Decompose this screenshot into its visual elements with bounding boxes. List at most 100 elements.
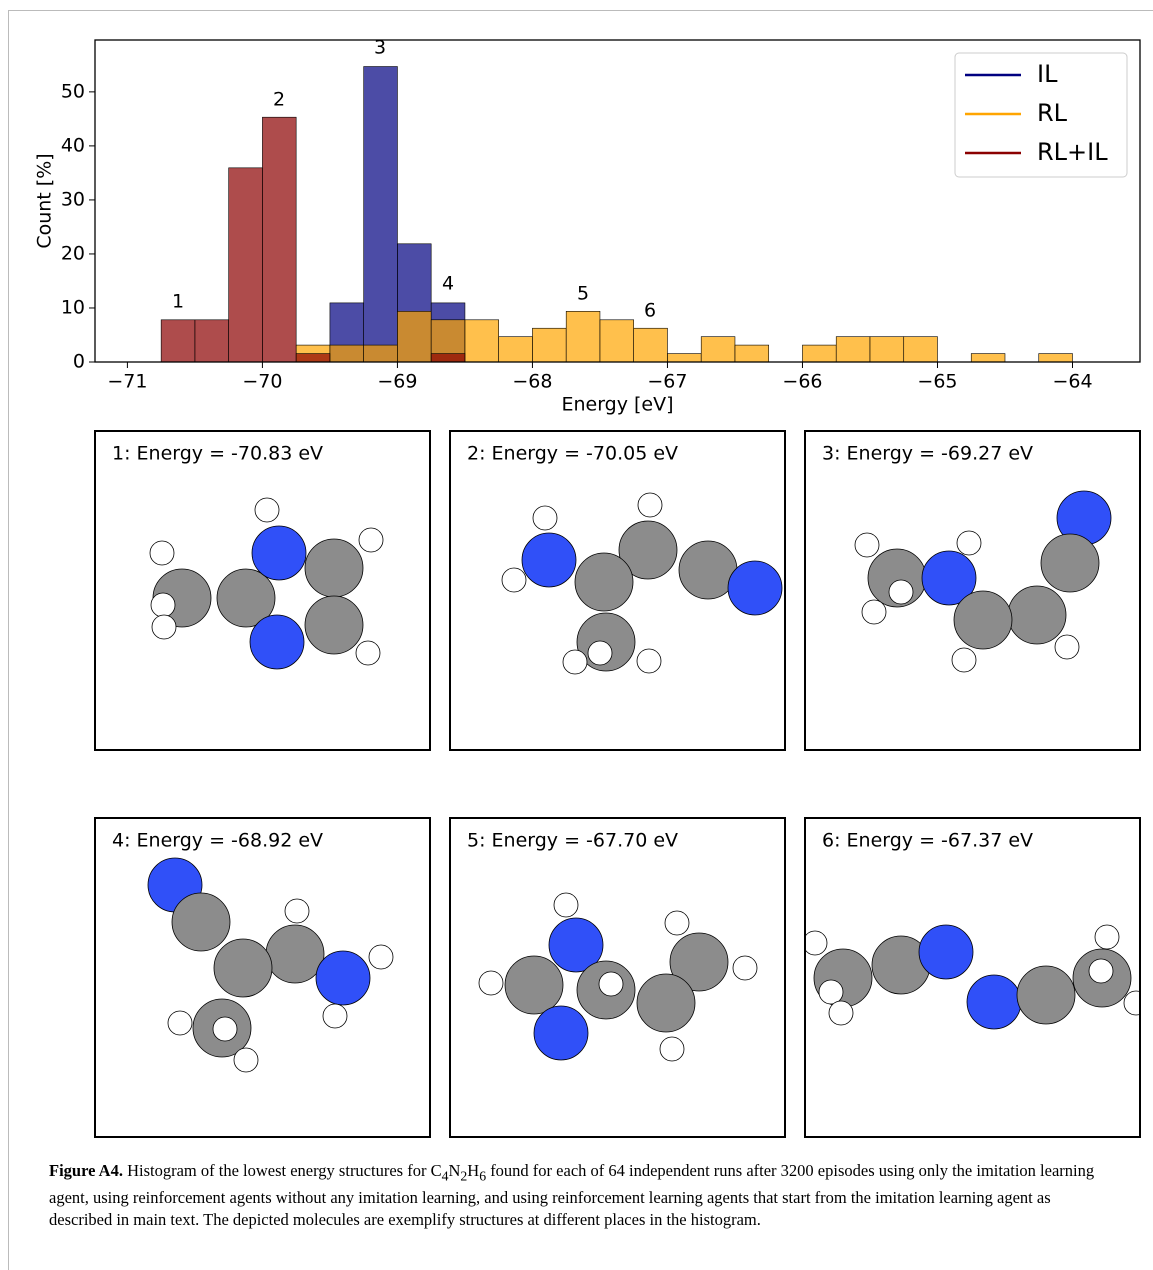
bar [262,116,297,363]
annotation: 3 [374,37,386,59]
panel-title: 3: Energy = -69.27 eV [822,443,1033,465]
x-tick-label: −64 [1052,371,1092,393]
molecule-panel: 5: Energy = -67.70 eV [449,817,786,1138]
bar [363,66,398,363]
atom [368,944,394,970]
panel-frame [449,430,786,751]
atom [171,892,231,952]
panel-title: 4: Energy = -68.92 eV [112,830,323,852]
frame [8,10,1153,1270]
atom [669,932,729,992]
atom [355,640,381,666]
atom [315,950,371,1006]
panel-frame [804,430,1141,751]
bar [295,353,331,363]
caption-label: Figure A4. [49,1161,123,1180]
molecule-panel: 1: Energy = -70.83 eV [94,430,431,751]
atom [151,614,177,640]
formula-part: H [467,1161,480,1180]
x-tick-label: −68 [512,371,552,393]
atom [854,532,880,558]
atom [804,930,828,956]
plot-frame [94,39,1141,363]
caption: Figure A4. Histogram of the lowest energ… [49,1160,1114,1231]
x-tick-label: −69 [377,371,417,393]
molecule-panel: 2: Energy = -70.05 eV [449,430,786,751]
atom [216,568,276,628]
atom [659,1036,685,1062]
bar [397,311,432,363]
atom [574,552,634,612]
atom [732,955,758,981]
annotation: 1 [172,291,184,313]
x-axis-label: Energy [eV] [561,394,673,416]
annotation: 2 [273,89,285,111]
bar [599,319,635,363]
legend-label: IL [1037,60,1058,88]
atom [956,530,982,556]
atom [358,527,384,553]
panel-frame [449,817,786,1138]
bar [329,344,364,363]
atom [478,970,504,996]
atom [664,910,690,936]
atom [953,590,1013,650]
atom [149,540,175,566]
x-tick-label: −66 [782,371,822,393]
bar [869,336,905,363]
atom [304,538,364,598]
x-tick-label: −71 [107,371,147,393]
atom [861,599,887,625]
y-tick-label: 50 [61,80,85,102]
bar [970,353,1006,363]
bar [835,336,871,363]
formula-part: N [448,1161,461,1180]
atom [1016,965,1076,1025]
atom [304,595,364,655]
bar [498,336,533,363]
atom [637,492,663,518]
formula-part: C [430,1161,442,1180]
bar [903,336,938,363]
atom [553,892,579,918]
atom [212,1016,238,1042]
atom [918,924,974,980]
formula-part: 4 [441,1168,449,1184]
panel-title: 2: Energy = -70.05 eV [467,443,678,465]
annotation: 4 [442,273,454,295]
atom [167,1010,193,1036]
bar [565,311,601,363]
atom [727,560,783,616]
atom [562,649,588,675]
atom [828,1000,854,1026]
annotation: 5 [577,283,589,305]
formula-part: 2 [460,1168,468,1184]
atom [1040,533,1100,593]
panel-title: 1: Energy = -70.83 eV [112,443,323,465]
bar [700,336,736,363]
atom [521,532,577,588]
atom [249,614,305,670]
atom [1094,924,1120,950]
atom [818,979,844,1005]
bar [464,319,499,363]
y-axis-label: Count [%] [34,153,56,248]
atom [921,550,977,606]
y-tick-label: 40 [61,134,85,156]
atom [951,647,977,673]
panel-title: 5: Energy = -67.70 eV [467,830,678,852]
legend-label: RL [1037,99,1068,127]
legend-box [954,52,1128,178]
atom [533,1005,589,1061]
atom [618,520,678,580]
atom [150,592,176,618]
atom [322,1003,348,1029]
panel-frame [94,817,431,1138]
panel-frame [804,817,1141,1138]
annotation: 6 [644,300,656,322]
figure: −71 −70 −69 −68 −67 −66 −65 −64 0 10 20 30 40 50 Energ… [34,37,1141,1138]
y-tick-label: 20 [61,242,85,264]
panel-title: 6: Energy = -67.37 eV [822,830,1033,852]
molecule-panel: 6: Energy = -67.37 eV [804,817,1141,1138]
